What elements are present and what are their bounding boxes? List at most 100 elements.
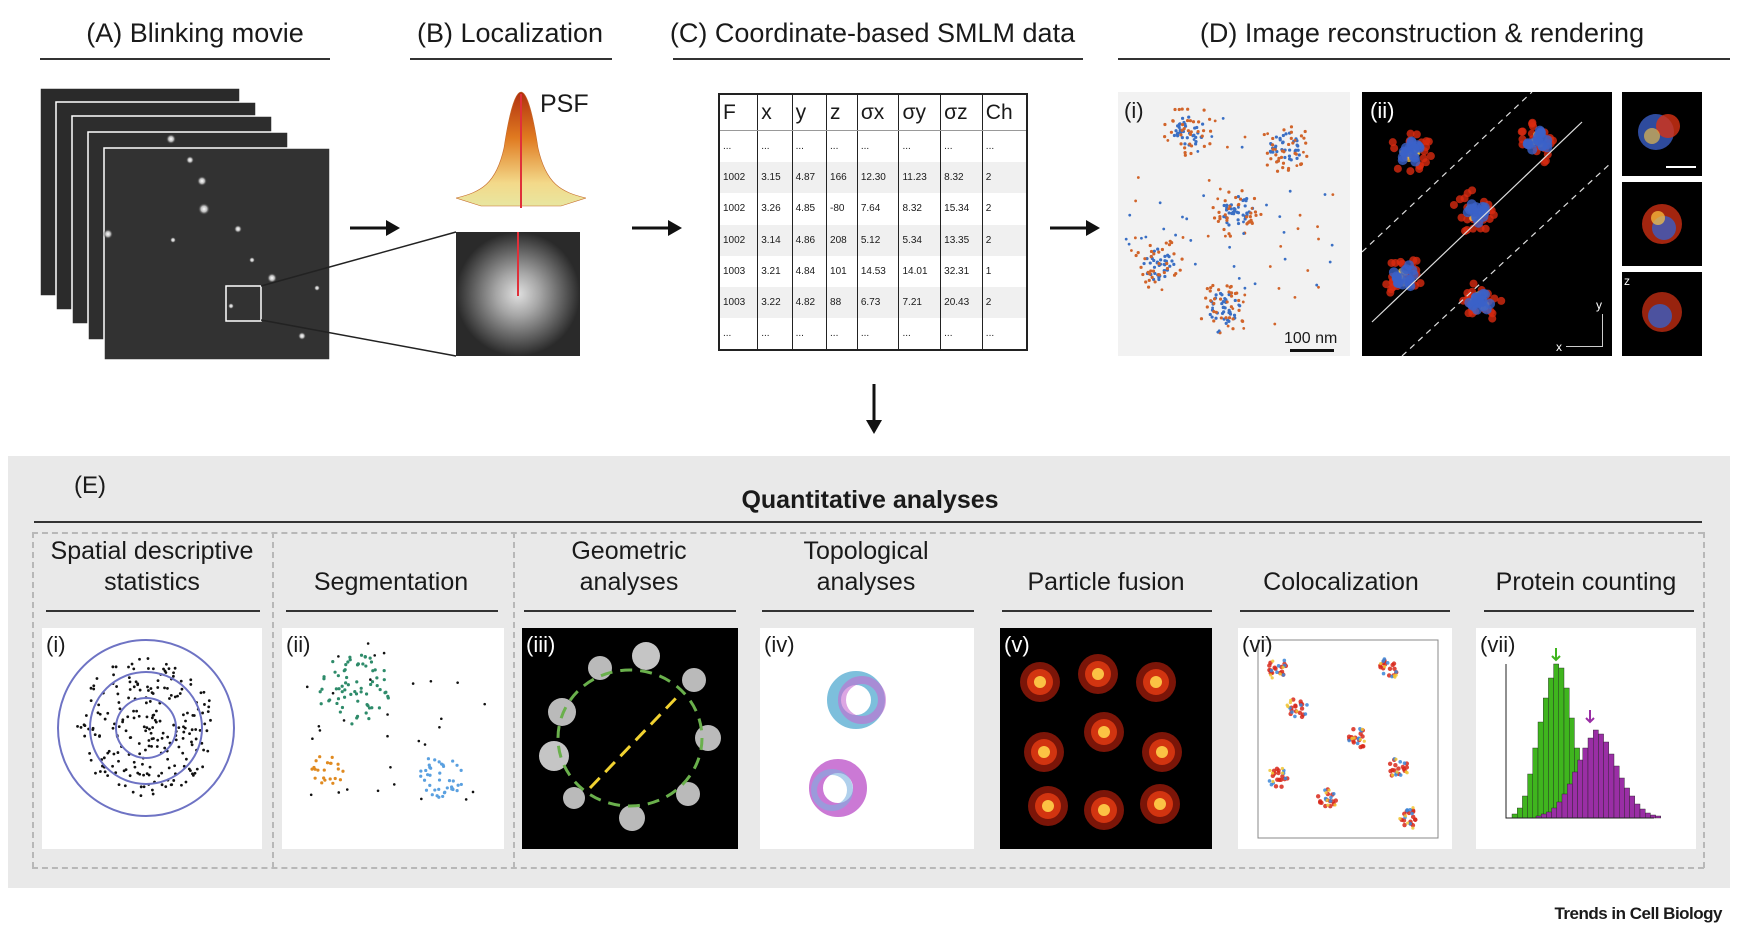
segmentation-panel: (ii) <box>282 628 504 849</box>
table-cell: 6.73 <box>856 286 899 319</box>
rendered-image-panel: (ii) y x <box>1362 92 1612 356</box>
topological-panel: (iv) <box>760 628 974 849</box>
dashed-divider-1 <box>272 532 274 868</box>
table-cell: ... <box>718 130 758 163</box>
table-cell: 11.23 <box>898 162 941 194</box>
table-cell: 1002 <box>718 162 758 194</box>
panel-e-v-title: Particle fusion <box>1027 568 1185 596</box>
table-cell: 1002 <box>718 193 758 225</box>
spatial-stats-panel: (i) <box>42 628 262 849</box>
table-row: 1003 3.22 4.82 88 6.73 7.21 20.43 2 <box>718 286 1027 319</box>
table-cell: 3.14 <box>757 224 793 256</box>
coloc-map <box>1257 639 1439 839</box>
panel-e-v-number: (v) <box>1004 632 1030 657</box>
panel-e-iii-rule <box>524 610 736 612</box>
table-cell: 4.85 <box>791 193 827 225</box>
table-cell: 2 <box>981 224 1027 256</box>
side-view-2 <box>1622 182 1702 266</box>
panel-b-rule <box>410 58 612 60</box>
table-cell: ... <box>856 318 899 351</box>
two-channel-scatter <box>1124 107 1335 335</box>
panel-e-iii-number: (iii) <box>526 632 556 657</box>
column-header: Ch <box>981 94 1027 131</box>
table-cell: 32.31 <box>940 255 983 287</box>
panel-d-ii-label: (ii) <box>1370 98 1395 123</box>
scalebar <box>1290 349 1334 352</box>
panel-e-i-title: Spatial descriptive statistics <box>50 537 254 596</box>
psf-label: PSF <box>540 90 589 118</box>
column-header: x <box>757 94 793 131</box>
panel-c-rule <box>673 58 1083 60</box>
colocalization-panel: (vi) <box>1238 628 1452 849</box>
axis-corner <box>1566 314 1603 347</box>
panel-e-ii-rule <box>286 610 498 612</box>
scatter-render-panel: (i) 100 nm <box>1118 92 1350 356</box>
table-cell: 3.22 <box>757 286 793 319</box>
table-cell: 8.32 <box>898 193 941 225</box>
table-cell: ... <box>856 130 899 163</box>
table-cell: ... <box>718 318 758 351</box>
panel-e-label: (E) <box>74 472 106 499</box>
table-cell: ... <box>826 130 858 163</box>
panel-e-rule <box>34 521 1702 523</box>
table-cell: 14.01 <box>898 255 941 287</box>
scalebar-label: 100 nm <box>1284 330 1338 347</box>
column-header: z <box>826 94 858 131</box>
rendered-image <box>1362 92 1612 356</box>
table-cell: 88 <box>826 286 858 319</box>
axis-y-label: y <box>1596 298 1602 312</box>
table-cell: ... <box>981 130 1027 163</box>
dashed-right <box>1703 532 1705 868</box>
table-cell: 2 <box>981 286 1027 319</box>
panel-e-vi-title: Colocalization <box>1263 568 1419 596</box>
table-cell: 14.53 <box>856 255 899 287</box>
table-cell: 8.32 <box>940 162 983 194</box>
dashed-top <box>32 532 1704 534</box>
panel-e-vii-rule <box>1484 610 1694 612</box>
table-cell: ... <box>791 130 827 163</box>
smlm-data-table: F x y z σx σy σz Ch ....................… <box>718 93 1028 352</box>
table-cell: 7.64 <box>856 193 899 225</box>
ring-structure <box>539 642 721 831</box>
particle-fusion-panel: (v) <box>1000 628 1212 849</box>
table-cell: ... <box>757 318 793 351</box>
panel-e-i-number: (i) <box>46 632 66 657</box>
table-row: 1002 3.14 4.86 208 5.12 5.34 13.35 2 <box>718 224 1027 256</box>
column-header: σz <box>940 94 983 131</box>
axis-x-label: x <box>1556 340 1562 354</box>
panel-e-iv-rule <box>762 610 974 612</box>
panel-b-title: (B) Localization <box>416 18 604 48</box>
table-cell: ... <box>981 318 1027 351</box>
table-row: 1002 3.15 4.87 166 12.30 11.23 8.32 2 <box>718 162 1027 194</box>
panel-c-title: (C) Coordinate-based SMLM data <box>669 18 1076 48</box>
zoom-lines <box>260 231 457 357</box>
panel-e-vii-number: (vii) <box>1480 632 1516 657</box>
table-cell: 12.30 <box>856 162 899 194</box>
column-header: F <box>718 94 758 131</box>
cluster-scatter <box>305 642 486 801</box>
topology-shapes <box>809 671 886 817</box>
panel-e-i-rule <box>46 610 260 612</box>
side-view-3: z <box>1622 272 1702 356</box>
column-header: σy <box>898 94 941 131</box>
arrow-down-icon <box>866 384 882 434</box>
protein-counting-panel: (vii) <box>1476 628 1696 849</box>
blinking-movie-stack <box>40 88 330 360</box>
dashed-bottom <box>32 867 1704 869</box>
table-cell: 2 <box>981 162 1027 194</box>
arrow-right-icon <box>1050 220 1100 236</box>
panel-e-vii-title: Protein counting <box>1495 568 1677 596</box>
table-cell: 7.21 <box>898 286 941 319</box>
table-row: ........................ <box>718 130 1027 163</box>
panel-e-iv-number: (iv) <box>764 632 795 657</box>
table-cell: 13.35 <box>940 224 983 256</box>
arrow-right-icon <box>632 220 682 236</box>
dashed-divider-2 <box>513 532 515 868</box>
table-cell: 4.87 <box>791 162 827 194</box>
table-cell: 15.34 <box>940 193 983 225</box>
ripley-rings-scatter <box>57 639 235 817</box>
table-cell: ... <box>940 130 983 163</box>
table-row: 1002 3.26 4.85 -80 7.64 8.32 15.34 2 <box>718 193 1027 225</box>
fused-particle <box>1020 654 1182 830</box>
table-cell: 1 <box>981 255 1027 287</box>
